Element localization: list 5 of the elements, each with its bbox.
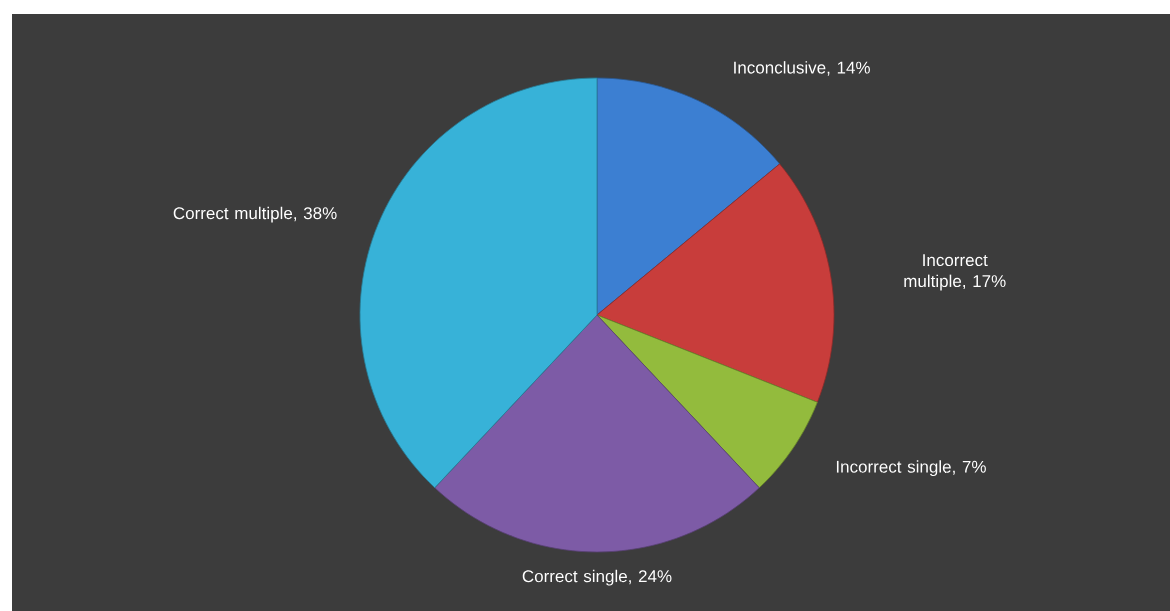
- slice-label: Incorrect multiple, 17%: [904, 254, 1006, 291]
- slice-label: Correct single, 24%: [522, 569, 672, 586]
- slice-label: Incorrect single, 7%: [836, 460, 986, 477]
- slice-label: Correct multiple, 38%: [173, 206, 337, 223]
- slice-label: Inconclusive, 14%: [734, 61, 870, 76]
